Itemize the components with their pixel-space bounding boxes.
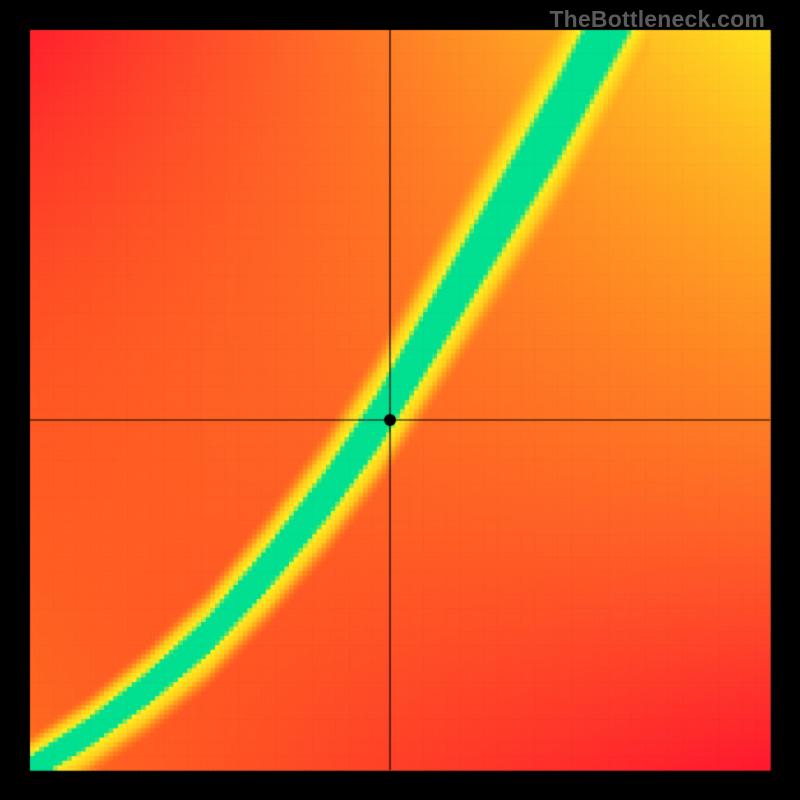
bottleneck-heatmap (0, 0, 800, 800)
watermark-text: TheBottleneck.com (549, 6, 765, 33)
